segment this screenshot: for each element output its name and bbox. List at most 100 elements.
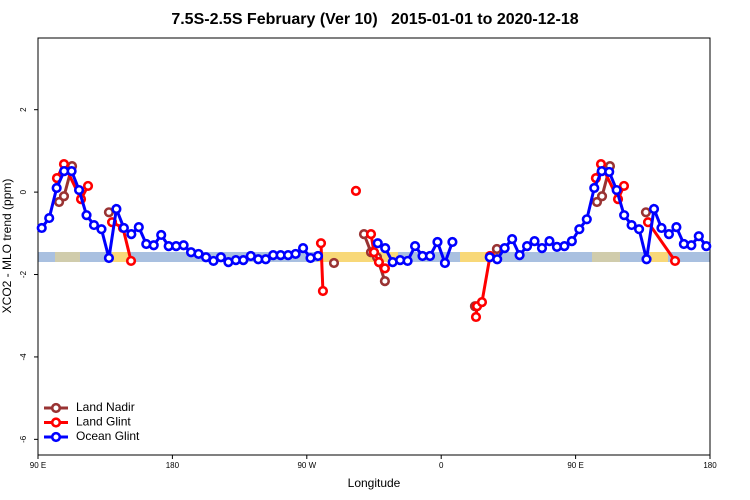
point — [82, 180, 94, 192]
point — [470, 311, 482, 323]
land-band — [55, 252, 80, 262]
point — [51, 182, 62, 194]
point — [671, 222, 682, 233]
land-band — [112, 252, 130, 262]
point — [328, 257, 340, 269]
point — [297, 243, 309, 254]
point — [260, 254, 271, 265]
point — [521, 240, 533, 252]
x-axis-label: Longitude — [348, 476, 401, 490]
y-tick-label: -6 — [19, 435, 28, 443]
x-tick-label: 0 — [439, 461, 444, 470]
x-tick-label: 180 — [703, 461, 717, 470]
x-tick-label: 180 — [166, 461, 180, 470]
legend-label: Land Nadir — [76, 400, 135, 414]
point — [669, 255, 681, 267]
point — [312, 250, 324, 262]
point — [133, 222, 144, 233]
chart-title: 7.5S-2.5S February (Ver 10) 2015-01-01 t… — [171, 11, 578, 28]
point — [447, 236, 458, 248]
point — [640, 207, 652, 218]
point — [88, 219, 100, 231]
point — [380, 243, 391, 254]
land-band — [650, 252, 668, 262]
point — [125, 255, 137, 267]
point — [373, 257, 385, 268]
land-band — [318, 252, 398, 262]
land-band — [460, 252, 500, 262]
legend-marker — [50, 402, 62, 414]
point — [619, 210, 630, 221]
point — [618, 180, 630, 192]
point — [686, 240, 697, 251]
point — [215, 252, 227, 263]
point — [365, 229, 377, 240]
point — [44, 212, 55, 224]
legend-marker — [50, 431, 62, 443]
point — [648, 203, 660, 215]
point — [58, 191, 70, 202]
point — [96, 224, 107, 235]
point — [73, 184, 85, 196]
series-line — [59, 166, 646, 281]
point — [544, 236, 555, 247]
point — [350, 185, 362, 196]
point — [200, 252, 212, 263]
point — [536, 243, 548, 254]
point — [156, 229, 167, 241]
point — [656, 222, 667, 234]
point — [581, 214, 592, 225]
point — [111, 203, 122, 215]
point — [118, 222, 129, 234]
point — [633, 224, 645, 235]
point — [148, 240, 159, 251]
point — [315, 238, 327, 249]
point — [529, 236, 540, 247]
point — [566, 236, 577, 247]
point — [81, 210, 92, 221]
point — [379, 276, 391, 287]
y-tick-label: -4 — [19, 353, 28, 361]
x-tick-label: 90 E — [30, 461, 46, 470]
x-tick-label: 90 W — [297, 461, 316, 470]
point — [103, 252, 115, 264]
point — [559, 240, 570, 252]
point — [693, 231, 704, 242]
point — [626, 219, 637, 231]
y-tick-label: 2 — [19, 107, 28, 112]
point — [372, 238, 383, 249]
point — [589, 182, 600, 194]
point — [290, 248, 301, 260]
point — [126, 229, 137, 240]
point — [499, 243, 510, 254]
point — [317, 285, 329, 297]
y-axis-label: XCO2 - MLO trend (ppm) — [0, 179, 14, 314]
land-band — [592, 252, 620, 262]
point — [604, 166, 615, 178]
legend-marker — [50, 417, 62, 428]
point — [439, 257, 451, 269]
point — [208, 255, 219, 267]
point — [402, 255, 413, 267]
point — [611, 184, 622, 196]
point — [641, 254, 652, 265]
point — [379, 263, 391, 274]
point — [663, 229, 675, 240]
point — [476, 297, 488, 308]
point — [424, 250, 436, 262]
point — [36, 222, 47, 234]
y-tick-label: -2 — [19, 270, 28, 278]
point — [432, 236, 443, 248]
point — [514, 250, 525, 261]
y-tick-label: 0 — [19, 189, 28, 194]
point — [596, 191, 608, 202]
point — [178, 240, 189, 251]
point — [507, 233, 518, 245]
point — [701, 240, 712, 252]
point — [66, 165, 77, 177]
point — [491, 243, 503, 255]
legend-label: Ocean Glint — [76, 429, 140, 443]
x-tick-label: 90 E — [567, 461, 583, 470]
point — [574, 224, 585, 235]
